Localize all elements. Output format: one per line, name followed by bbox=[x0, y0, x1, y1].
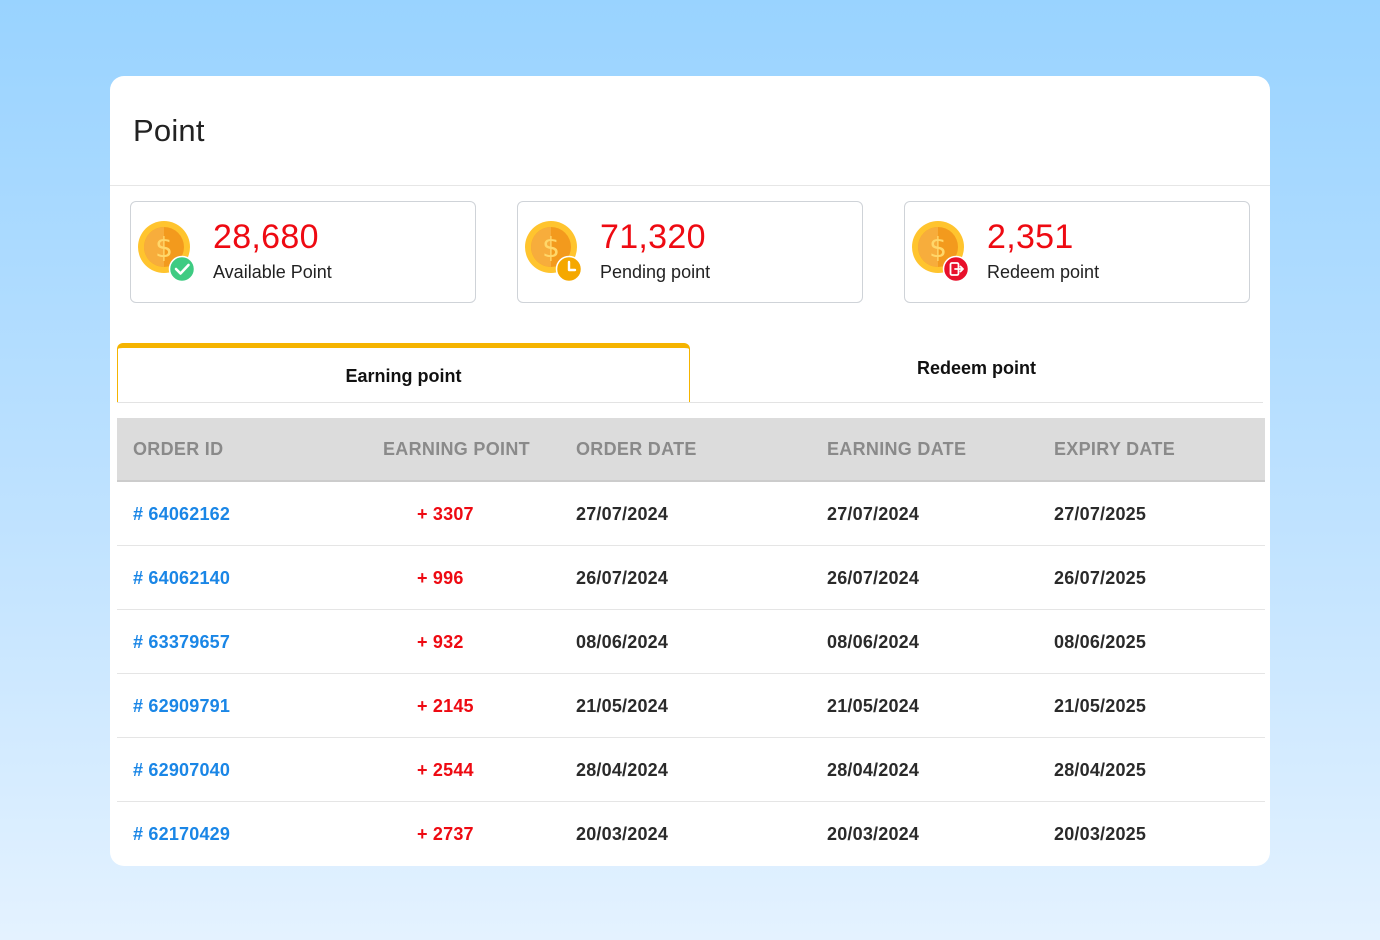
order-id-link[interactable]: # 62909791 bbox=[133, 696, 231, 716]
expiry-date: 20/03/2025 bbox=[1054, 824, 1147, 844]
stat-pending-point: $ 71,320 Pending point bbox=[517, 201, 863, 303]
stat-redeem-point: $ 2,351 Redeem point bbox=[904, 201, 1250, 303]
coin-redeem-icon: $ bbox=[912, 221, 970, 282]
stat-label: Available Point bbox=[213, 262, 332, 282]
order-date: 08/06/2024 bbox=[576, 632, 669, 652]
coin-check-icon: $ bbox=[138, 221, 196, 282]
table-row: # 62909791 + 2145 21/05/2024 21/05/2024 … bbox=[117, 674, 1265, 738]
header-earning-point: EARNING POINT bbox=[383, 439, 530, 459]
stats-row: $ 28,680 Available Point $ 71,320 Pendin… bbox=[130, 201, 1250, 303]
order-id-link[interactable]: # 63379657 bbox=[133, 632, 231, 652]
order-id-link[interactable]: # 64062162 bbox=[133, 504, 231, 524]
points-card: Point $ 28,680 Available Point $ bbox=[110, 76, 1270, 866]
expiry-date: 26/07/2025 bbox=[1054, 568, 1147, 588]
stat-value: 28,680 bbox=[213, 218, 319, 256]
earning-point-value: + 2145 bbox=[417, 696, 474, 716]
header-expiry-date: EXPIRY DATE bbox=[1054, 439, 1175, 459]
order-id-link[interactable]: # 62907040 bbox=[133, 760, 231, 780]
page-title: Point bbox=[133, 112, 205, 148]
earning-date: 26/07/2024 bbox=[827, 568, 920, 588]
earning-date: 21/05/2024 bbox=[827, 696, 920, 716]
tab-bar: Earning point Redeem point bbox=[117, 343, 1263, 403]
earning-point-value: + 2544 bbox=[417, 760, 474, 780]
header-order-id: ORDER ID bbox=[133, 439, 224, 459]
expiry-date: 08/06/2025 bbox=[1054, 632, 1147, 652]
expiry-date: 28/04/2025 bbox=[1054, 760, 1147, 780]
stat-value: 2,351 bbox=[987, 218, 1074, 256]
order-id-link[interactable]: # 62170429 bbox=[133, 824, 231, 844]
table-row: # 64062162 + 3307 27/07/2024 27/07/2024 … bbox=[117, 482, 1265, 546]
header-earning-date: EARNING DATE bbox=[827, 439, 967, 459]
svg-text:$: $ bbox=[542, 231, 560, 264]
order-date: 21/05/2024 bbox=[576, 696, 669, 716]
order-date: 20/03/2024 bbox=[576, 824, 669, 844]
earning-point-value: + 2737 bbox=[417, 824, 474, 844]
earning-date: 28/04/2024 bbox=[827, 760, 920, 780]
tab-earning-point[interactable]: Earning point bbox=[117, 343, 690, 402]
stat-value: 71,320 bbox=[600, 218, 706, 256]
earning-point-value: + 932 bbox=[417, 632, 464, 652]
stat-label: Redeem point bbox=[987, 262, 1100, 282]
table-row: # 62907040 + 2544 28/04/2024 28/04/2024 … bbox=[117, 738, 1265, 802]
table-header: ORDER ID EARNING POINT ORDER DATE EARNIN… bbox=[117, 418, 1265, 482]
earning-date: 08/06/2024 bbox=[827, 632, 920, 652]
table-row: # 62170429 + 2737 20/03/2024 20/03/2024 … bbox=[117, 802, 1265, 866]
earning-date: 20/03/2024 bbox=[827, 824, 920, 844]
header-order-date: ORDER DATE bbox=[576, 439, 697, 459]
earning-point-value: + 3307 bbox=[417, 504, 474, 524]
earning-points-table: ORDER ID EARNING POINT ORDER DATE EARNIN… bbox=[117, 418, 1265, 866]
order-id-link[interactable]: # 64062140 bbox=[133, 568, 231, 588]
order-date: 27/07/2024 bbox=[576, 504, 669, 524]
svg-text:$: $ bbox=[929, 231, 947, 264]
card-header: Point bbox=[110, 76, 1270, 186]
expiry-date: 27/07/2025 bbox=[1054, 504, 1147, 524]
tab-redeem-point[interactable]: Redeem point bbox=[916, 358, 1036, 378]
order-date: 28/04/2024 bbox=[576, 760, 669, 780]
table-row: # 64062140 + 996 26/07/2024 26/07/2024 2… bbox=[117, 546, 1265, 610]
coin-clock-icon: $ bbox=[525, 221, 583, 282]
expiry-date: 21/05/2025 bbox=[1054, 696, 1147, 716]
earning-date: 27/07/2024 bbox=[827, 504, 920, 524]
stat-available-point: $ 28,680 Available Point bbox=[130, 201, 476, 303]
stat-label: Pending point bbox=[600, 262, 711, 282]
earning-point-value: + 996 bbox=[417, 568, 464, 588]
svg-text:$: $ bbox=[155, 231, 173, 264]
table-row: # 63379657 + 932 08/06/2024 08/06/2024 0… bbox=[117, 610, 1265, 674]
order-date: 26/07/2024 bbox=[576, 568, 669, 588]
